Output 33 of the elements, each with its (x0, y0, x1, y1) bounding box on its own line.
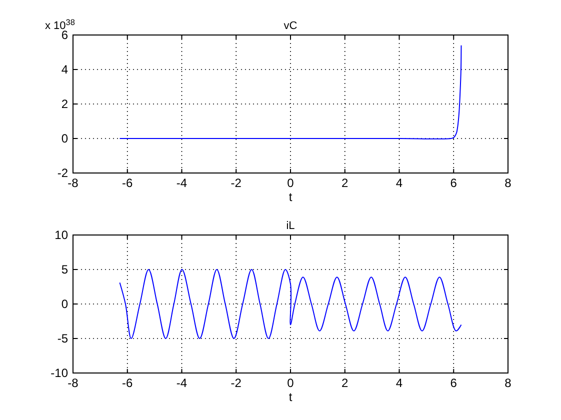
x-tick-label: 6 (450, 176, 458, 190)
chart-title: iL (286, 220, 295, 232)
x-tick-label: -6 (122, 176, 134, 190)
chart-title: vC (284, 20, 298, 32)
y-tick-label: 10 (54, 228, 68, 242)
x-tick-label: 2 (342, 376, 349, 390)
x-tick-label: 2 (342, 176, 349, 190)
x-axis-title: t (288, 390, 293, 404)
x-tick-label: 4 (396, 376, 403, 390)
x-tick-label: 4 (396, 176, 403, 190)
x-tick-label: -2 (230, 176, 242, 190)
x-tick-label: 8 (504, 176, 512, 190)
line-series (119, 44, 462, 140)
y-tick-label: -10 (50, 366, 68, 380)
y-tick-label: -5 (57, 332, 68, 346)
y-tick-label: 0 (61, 297, 68, 311)
x-tick-label: 0 (287, 376, 294, 390)
x-tick-label: -8 (68, 376, 79, 390)
x-tick-label: -6 (122, 376, 134, 390)
x-tick-label: 6 (450, 376, 458, 390)
x-tick-label: 0 (287, 176, 294, 190)
line-series (119, 269, 462, 339)
x-tick-label: -4 (176, 176, 188, 190)
x-tick-label: 8 (504, 376, 512, 390)
x-tick-label: -8 (68, 176, 79, 190)
x-tick-label: -2 (230, 376, 242, 390)
y-tick-label: 5 (61, 262, 68, 276)
x-axis-title: t (288, 190, 293, 204)
y-tick-label: 0 (61, 132, 68, 146)
y-tick-label: 2 (61, 97, 68, 111)
y-tick-label: 4 (61, 62, 68, 76)
y-tick-label: -2 (57, 166, 68, 180)
x-tick-label: -4 (176, 376, 188, 390)
